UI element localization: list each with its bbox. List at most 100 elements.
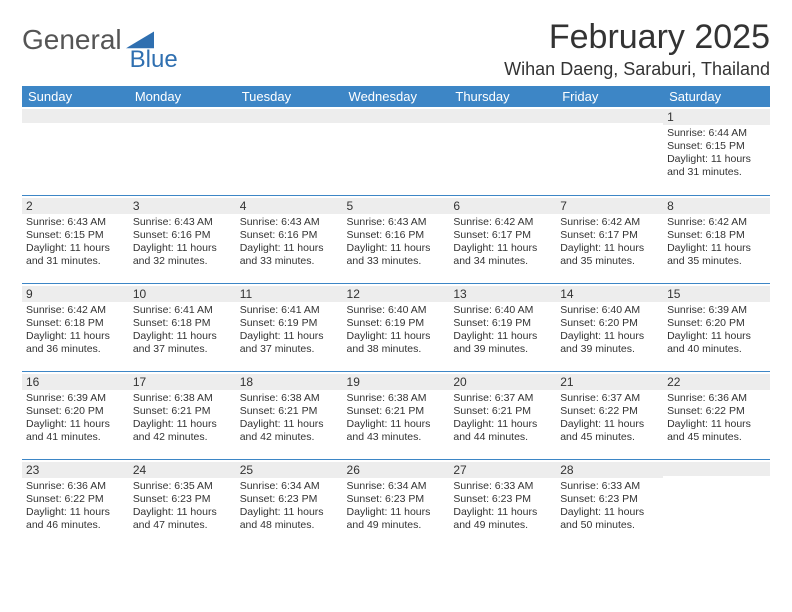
calendar-day-cell: 28 Sunrise: 6:33 AMSunset: 6:23 PMDayligh… (556, 459, 663, 547)
calendar-day-cell: 12 Sunrise: 6:40 AMSunset: 6:19 PMDayligh… (343, 283, 450, 371)
day-number: 1 (663, 109, 770, 125)
day-number: 17 (129, 374, 236, 390)
calendar-empty-cell (343, 107, 450, 195)
day-number: 22 (663, 374, 770, 390)
day-number: 7 (556, 198, 663, 214)
day-details: Sunrise: 6:43 AMSunset: 6:16 PMDaylight:… (133, 216, 232, 269)
day-number (556, 109, 663, 123)
day-number: 9 (22, 286, 129, 302)
day-details: Sunrise: 6:44 AMSunset: 6:15 PMDaylight:… (667, 127, 766, 180)
day-details: Sunrise: 6:40 AMSunset: 6:19 PMDaylight:… (453, 304, 552, 357)
day-number: 25 (236, 462, 343, 478)
calendar-day-cell: 20Sunrise: 6:37 AMSunset: 6:21 PMDayligh… (449, 371, 556, 459)
calendar-day-cell: 23 Sunrise: 6:36 AMSunset: 6:22 PMDayligh… (22, 459, 129, 547)
day-details: Sunrise: 6:36 AMSunset: 6:22 PMDaylight:… (667, 392, 766, 445)
weekday-header: Sunday (22, 86, 129, 107)
calendar-day-cell: 11 Sunrise: 6:41 AMSunset: 6:19 PMDayligh… (236, 283, 343, 371)
calendar-day-cell: 2 Sunrise: 6:43 AMSunset: 6:15 PMDaylight… (22, 195, 129, 283)
day-details: Sunrise: 6:42 AMSunset: 6:17 PMDaylight:… (453, 216, 552, 269)
weekday-header: Thursday (449, 86, 556, 107)
weekday-header: Wednesday (343, 86, 450, 107)
day-number: 2 (22, 198, 129, 214)
day-details: Sunrise: 6:40 AMSunset: 6:20 PMDaylight:… (560, 304, 659, 357)
day-details: Sunrise: 6:35 AMSunset: 6:23 PMDaylight:… (133, 480, 232, 533)
day-details: Sunrise: 6:38 AMSunset: 6:21 PMDaylight:… (240, 392, 339, 445)
calendar-week-row: 2 Sunrise: 6:43 AMSunset: 6:15 PMDaylight… (22, 195, 770, 283)
day-number: 26 (343, 462, 450, 478)
calendar-empty-cell (449, 107, 556, 195)
day-details: Sunrise: 6:40 AMSunset: 6:19 PMDaylight:… (347, 304, 446, 357)
calendar-empty-cell (236, 107, 343, 195)
calendar-day-cell: 13 Sunrise: 6:40 AMSunset: 6:19 PMDayligh… (449, 283, 556, 371)
title-block: February 2025 Wihan Daeng, Saraburi, Tha… (504, 18, 770, 80)
day-details: Sunrise: 6:38 AMSunset: 6:21 PMDaylight:… (347, 392, 446, 445)
day-details: Sunrise: 6:39 AMSunset: 6:20 PMDaylight:… (26, 392, 125, 445)
day-number (22, 109, 129, 123)
calendar-day-cell: 18Sunrise: 6:38 AMSunset: 6:21 PMDayligh… (236, 371, 343, 459)
day-number (129, 109, 236, 123)
day-number: 11 (236, 286, 343, 302)
day-number: 6 (449, 198, 556, 214)
day-number (236, 109, 343, 123)
day-number: 23 (22, 462, 129, 478)
calendar-day-cell: 10 Sunrise: 6:41 AMSunset: 6:18 PMDayligh… (129, 283, 236, 371)
day-number: 14 (556, 286, 663, 302)
day-number: 4 (236, 198, 343, 214)
weekday-header: Friday (556, 86, 663, 107)
day-number: 12 (343, 286, 450, 302)
day-number: 28 (556, 462, 663, 478)
day-details: Sunrise: 6:41 AMSunset: 6:19 PMDaylight:… (240, 304, 339, 357)
calendar-day-cell: 26 Sunrise: 6:34 AMSunset: 6:23 PMDayligh… (343, 459, 450, 547)
header-row: General Blue February 2025 Wihan Daeng, … (22, 18, 770, 80)
calendar-week-row: 1 Sunrise: 6:44 AMSunset: 6:15 PMDaylight… (22, 107, 770, 195)
day-details: Sunrise: 6:43 AMSunset: 6:16 PMDaylight:… (347, 216, 446, 269)
day-details: Sunrise: 6:42 AMSunset: 6:18 PMDaylight:… (26, 304, 125, 357)
day-number (449, 109, 556, 123)
calendar-day-cell: 24 Sunrise: 6:35 AMSunset: 6:23 PMDayligh… (129, 459, 236, 547)
day-number: 10 (129, 286, 236, 302)
day-number (343, 109, 450, 123)
logo: General Blue (22, 18, 178, 56)
calendar-week-row: 23 Sunrise: 6:36 AMSunset: 6:22 PMDayligh… (22, 459, 770, 547)
calendar-day-cell: 21 Sunrise: 6:37 AMSunset: 6:22 PMDayligh… (556, 371, 663, 459)
day-number (663, 462, 770, 476)
calendar-day-cell: 25 Sunrise: 6:34 AMSunset: 6:23 PMDayligh… (236, 459, 343, 547)
calendar-day-cell: 9 Sunrise: 6:42 AMSunset: 6:18 PMDaylight… (22, 283, 129, 371)
day-details: Sunrise: 6:38 AMSunset: 6:21 PMDaylight:… (133, 392, 232, 445)
calendar-day-cell: 1 Sunrise: 6:44 AMSunset: 6:15 PMDaylight… (663, 107, 770, 195)
day-details: Sunrise: 6:43 AMSunset: 6:16 PMDaylight:… (240, 216, 339, 269)
weekday-header: Monday (129, 86, 236, 107)
calendar-header: SundayMondayTuesdayWednesdayThursdayFrid… (22, 86, 770, 107)
day-number: 5 (343, 198, 450, 214)
calendar-day-cell: 3Sunrise: 6:43 AMSunset: 6:16 PMDaylight… (129, 195, 236, 283)
day-details: Sunrise: 6:41 AMSunset: 6:18 PMDaylight:… (133, 304, 232, 357)
day-details: Sunrise: 6:34 AMSunset: 6:23 PMDaylight:… (347, 480, 446, 533)
day-number: 8 (663, 198, 770, 214)
day-number: 19 (343, 374, 450, 390)
day-number: 24 (129, 462, 236, 478)
month-title: February 2025 (504, 18, 770, 57)
calendar-day-cell: 8 Sunrise: 6:42 AMSunset: 6:18 PMDaylight… (663, 195, 770, 283)
day-details: Sunrise: 6:43 AMSunset: 6:15 PMDaylight:… (26, 216, 125, 269)
day-number: 21 (556, 374, 663, 390)
calendar-day-cell: 27Sunrise: 6:33 AMSunset: 6:23 PMDayligh… (449, 459, 556, 547)
day-details: Sunrise: 6:37 AMSunset: 6:22 PMDaylight:… (560, 392, 659, 445)
calendar-empty-cell (22, 107, 129, 195)
day-details: Sunrise: 6:42 AMSunset: 6:17 PMDaylight:… (560, 216, 659, 269)
day-details: Sunrise: 6:42 AMSunset: 6:18 PMDaylight:… (667, 216, 766, 269)
calendar-table: SundayMondayTuesdayWednesdayThursdayFrid… (22, 86, 770, 547)
calendar-body: 1 Sunrise: 6:44 AMSunset: 6:15 PMDaylight… (22, 107, 770, 547)
day-details: Sunrise: 6:33 AMSunset: 6:23 PMDaylight:… (560, 480, 659, 533)
day-number: 20 (449, 374, 556, 390)
weekday-header: Tuesday (236, 86, 343, 107)
logo-word-general: General (22, 24, 122, 56)
day-number: 27 (449, 462, 556, 478)
calendar-day-cell: 5 Sunrise: 6:43 AMSunset: 6:16 PMDaylight… (343, 195, 450, 283)
day-details: Sunrise: 6:36 AMSunset: 6:22 PMDaylight:… (26, 480, 125, 533)
calendar-day-cell: 15Sunrise: 6:39 AMSunset: 6:20 PMDayligh… (663, 283, 770, 371)
day-number: 15 (663, 286, 770, 302)
day-number: 13 (449, 286, 556, 302)
day-details: Sunrise: 6:34 AMSunset: 6:23 PMDaylight:… (240, 480, 339, 533)
calendar-day-cell: 22 Sunrise: 6:36 AMSunset: 6:22 PMDayligh… (663, 371, 770, 459)
calendar-day-cell: 14 Sunrise: 6:40 AMSunset: 6:20 PMDayligh… (556, 283, 663, 371)
